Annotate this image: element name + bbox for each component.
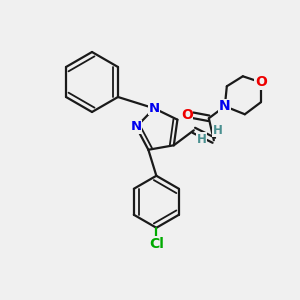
Text: N: N bbox=[131, 120, 142, 134]
Text: O: O bbox=[255, 75, 267, 89]
Text: H: H bbox=[213, 124, 223, 137]
Text: O: O bbox=[181, 108, 193, 122]
Text: N: N bbox=[219, 99, 231, 113]
Text: H: H bbox=[197, 133, 207, 146]
Text: Cl: Cl bbox=[149, 237, 164, 251]
Text: N: N bbox=[148, 102, 160, 115]
